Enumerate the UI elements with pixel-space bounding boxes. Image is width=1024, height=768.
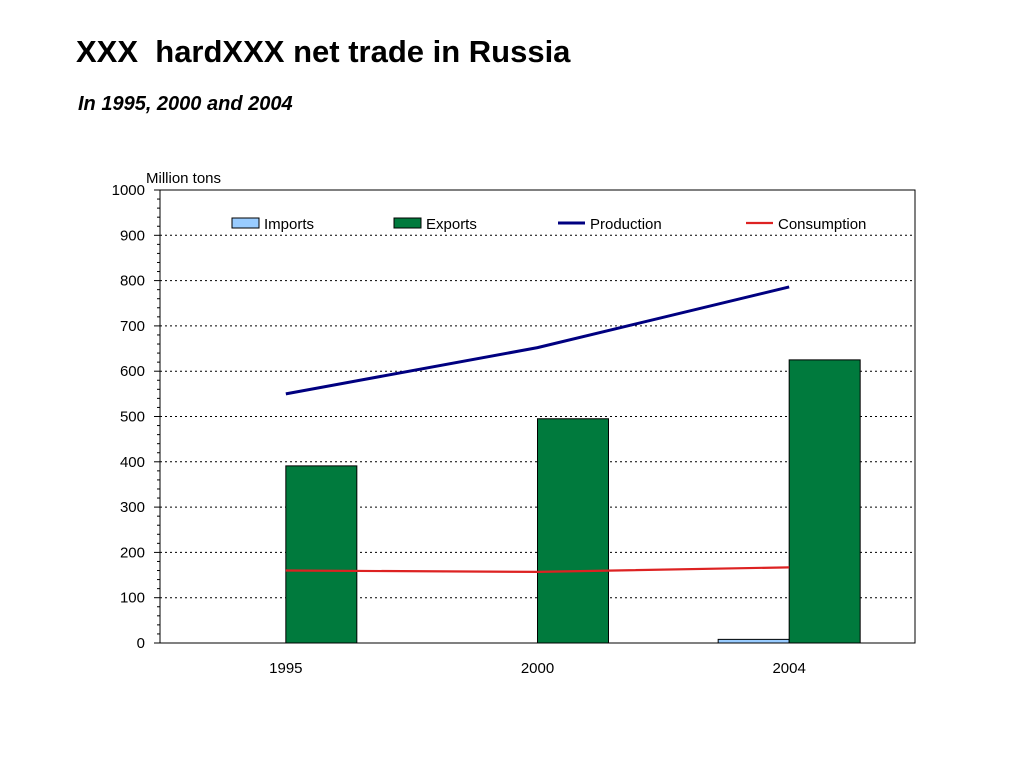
bars [285,359,861,644]
legend-label-imports: Imports [264,216,314,233]
line-consumption [285,566,790,573]
y-tick-label: 800 [120,273,145,290]
y-axis-label: Million tons [146,170,221,187]
legend-label-exports: Exports [426,216,477,233]
legend-label-consumption: Consumption [778,216,866,233]
y-tick-label: 700 [120,318,145,335]
legend: Imports Exports Production Consumption [231,216,866,233]
x-tick-label: 1995 [269,660,302,677]
bar-exports [537,418,609,644]
x-axis: 1995 2000 2004 [269,660,806,677]
legend-label-production: Production [590,216,662,233]
bar-exports [285,465,358,644]
y-tick-label: 400 [120,454,145,471]
bar-exports [788,359,861,644]
slide-subtitle: In 1995, 2000 and 2004 [78,93,293,115]
x-tick-label: 2004 [772,660,805,677]
slide-title: XXX hardXXX net trade in Russia [76,34,571,69]
bar-imports [717,638,790,644]
legend-swatch-exports [393,217,422,229]
y-tick-label: 600 [120,363,145,380]
line-production [285,285,790,396]
y-tick-label: 300 [120,499,145,516]
series-lines [285,285,790,573]
legend-swatch-imports [231,217,260,229]
y-tick-label: 0 [137,635,145,652]
y-tick-label: 900 [120,227,145,244]
y-tick-label: 200 [120,544,145,561]
y-axis: 0 100 200 300 400 500 600 700 800 900 1000 [112,182,160,652]
y-tick-label: 100 [120,590,145,607]
y-tick-label: 500 [120,409,145,426]
x-tick-label: 2000 [521,660,554,677]
y-tick-label: 1000 [112,182,145,199]
